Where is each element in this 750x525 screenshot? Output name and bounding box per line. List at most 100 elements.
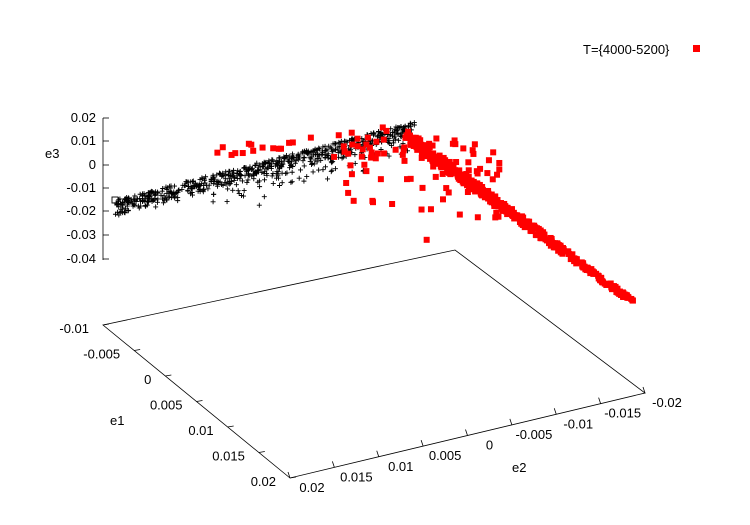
black-point	[281, 156, 287, 162]
black-point	[190, 192, 196, 198]
black-point	[199, 176, 205, 182]
red-point	[477, 165, 484, 172]
black-point	[290, 153, 296, 159]
black-point	[261, 171, 267, 177]
black-point	[120, 210, 126, 216]
e1-tick-label: 0	[144, 372, 151, 387]
black-point	[142, 203, 148, 209]
e2-tick-mark	[420, 439, 424, 447]
black-point	[131, 196, 137, 202]
black-point	[411, 120, 417, 126]
red-point	[430, 163, 437, 170]
e3-tick-label: 0.02	[71, 110, 96, 125]
black-point	[263, 159, 269, 165]
red-point	[445, 189, 452, 196]
black-point	[239, 178, 245, 184]
black-point	[176, 187, 182, 193]
red-point	[414, 146, 421, 153]
black-point	[196, 187, 202, 193]
red-point	[474, 170, 481, 177]
red-point	[491, 202, 498, 209]
red-point	[429, 142, 436, 149]
red-point	[239, 150, 246, 157]
black-point	[160, 200, 166, 206]
black-point	[214, 183, 220, 189]
e2-tick-mark	[465, 429, 468, 436]
black-point	[168, 195, 174, 201]
red-point	[401, 157, 408, 164]
black-point	[332, 147, 338, 153]
black-point	[124, 201, 130, 207]
red-point	[531, 222, 538, 229]
red-point	[474, 214, 481, 221]
black-point	[143, 193, 149, 199]
red-point	[504, 211, 511, 218]
e2-tick-label: -0.01	[563, 416, 593, 431]
black-point	[200, 189, 206, 195]
e2-tick-mark	[642, 386, 646, 394]
black-point	[164, 197, 170, 203]
red-point	[389, 200, 396, 207]
red-point	[345, 189, 352, 196]
e2-tick-mark	[376, 450, 380, 457]
black-point	[206, 182, 212, 188]
black-point	[325, 176, 331, 182]
black-point	[193, 180, 199, 186]
black-point	[239, 193, 245, 199]
black-point	[335, 144, 341, 150]
black-point	[153, 204, 159, 210]
black-point	[256, 178, 262, 184]
red-point	[479, 186, 486, 193]
red-point	[438, 157, 445, 164]
black-point	[217, 171, 223, 177]
black-point	[245, 177, 251, 183]
black-point	[208, 178, 214, 184]
black-point	[144, 199, 150, 205]
black-point	[301, 178, 307, 184]
red-point	[591, 269, 598, 276]
red-point	[595, 272, 602, 279]
red-point	[415, 135, 422, 142]
black-point	[203, 174, 209, 180]
red-point	[470, 150, 477, 157]
black-point	[338, 138, 344, 144]
e1-tick-mark	[102, 323, 110, 326]
red-point	[343, 179, 350, 186]
black-point	[304, 174, 310, 180]
black-point	[329, 167, 335, 173]
red-point	[439, 170, 446, 177]
black-point	[165, 194, 171, 200]
black-point	[374, 134, 380, 140]
black-point	[201, 186, 207, 192]
red-point	[248, 141, 255, 148]
red-point-cloud	[214, 124, 636, 304]
e1-tick-mark	[196, 400, 203, 402]
black-point	[125, 207, 131, 213]
red-point	[555, 242, 562, 249]
black-point	[225, 186, 231, 192]
black-point	[269, 173, 275, 179]
red-point	[446, 169, 453, 176]
red-point	[546, 239, 553, 246]
e3-tick-label: -0.03	[66, 227, 96, 242]
red-point	[307, 134, 314, 141]
red-point	[542, 236, 549, 243]
red-point	[452, 167, 459, 174]
red-point	[426, 140, 433, 147]
black-point	[310, 148, 316, 154]
red-point	[492, 214, 499, 221]
black-point	[319, 151, 325, 157]
black-point	[238, 172, 244, 178]
black-point	[279, 180, 285, 186]
black-point	[339, 155, 345, 161]
red-point	[485, 187, 492, 194]
black-point	[224, 199, 230, 205]
red-point	[528, 225, 535, 232]
black-point	[231, 177, 237, 183]
red-point	[423, 236, 430, 243]
red-point	[472, 183, 479, 190]
red-point	[348, 129, 355, 136]
red-point	[404, 176, 411, 183]
black-point	[122, 206, 128, 212]
red-point	[259, 144, 266, 151]
